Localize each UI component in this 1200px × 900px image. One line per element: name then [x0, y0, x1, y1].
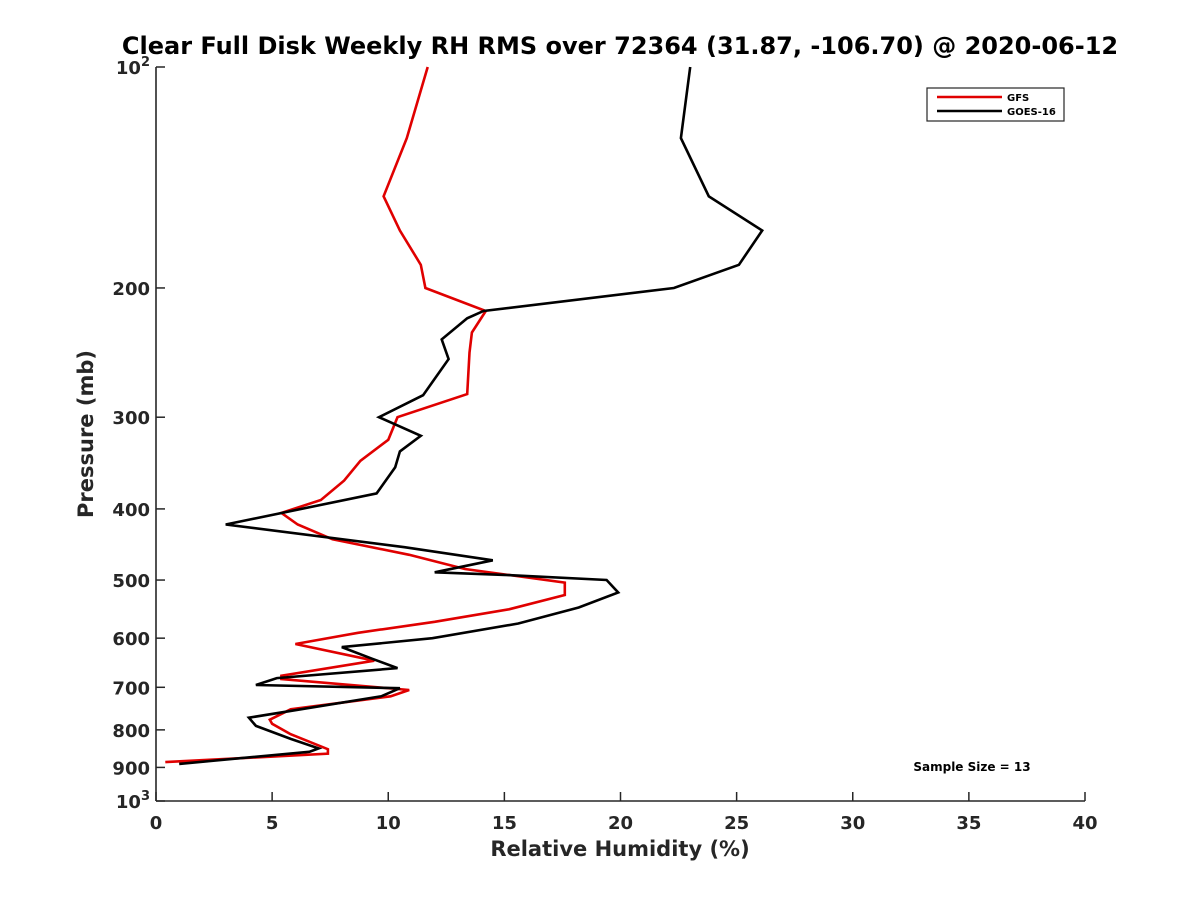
y-axis-label: Pressure (mb) — [74, 350, 98, 518]
y-tick-label: 500 — [112, 571, 150, 592]
chart-title: Clear Full Disk Weekly RH RMS over 72364… — [122, 32, 1118, 60]
x-tick-label: 5 — [266, 813, 279, 834]
x-tick-label: 20 — [608, 813, 633, 834]
sample-size-annotation: Sample Size = 13 — [913, 760, 1030, 774]
x-tick-label: 40 — [1072, 813, 1097, 834]
x-tick-label: 25 — [724, 813, 749, 834]
x-tick-label: 30 — [840, 813, 865, 834]
x-tick-label: 35 — [956, 813, 981, 834]
legend: GFS GOES-16 — [926, 87, 1065, 122]
y-tick-label: 900 — [112, 758, 150, 779]
x-axis-label: Relative Humidity (%) — [490, 837, 749, 861]
y-tick-label: 102 — [116, 55, 150, 79]
y-tick-label: 200 — [112, 279, 150, 300]
y-tick-label: 103 — [116, 789, 150, 813]
y-axis-ticks: 102 200 300 400 500 600 700 800 900 103 — [112, 55, 165, 813]
y-tick-label: 400 — [112, 500, 150, 521]
y-tick-label: 800 — [112, 721, 150, 742]
series-line-goes16 — [179, 66, 765, 766]
x-axis-ticks: 0 5 10 15 20 25 30 35 40 — [150, 792, 1098, 834]
y-tick-label: 300 — [112, 408, 150, 429]
y-tick-label: 600 — [112, 629, 150, 650]
plot-area — [156, 67, 1085, 801]
legend-box — [926, 87, 1065, 122]
legend-label-goes16: GOES-16 — [1007, 107, 1056, 118]
x-tick-label: 15 — [492, 813, 517, 834]
x-tick-label: 10 — [376, 813, 401, 834]
x-tick-label: 0 — [150, 813, 163, 834]
legend-label-gfs: GFS — [1007, 93, 1029, 104]
series-layer — [165, 66, 765, 766]
y-tick-label: 700 — [112, 678, 150, 699]
